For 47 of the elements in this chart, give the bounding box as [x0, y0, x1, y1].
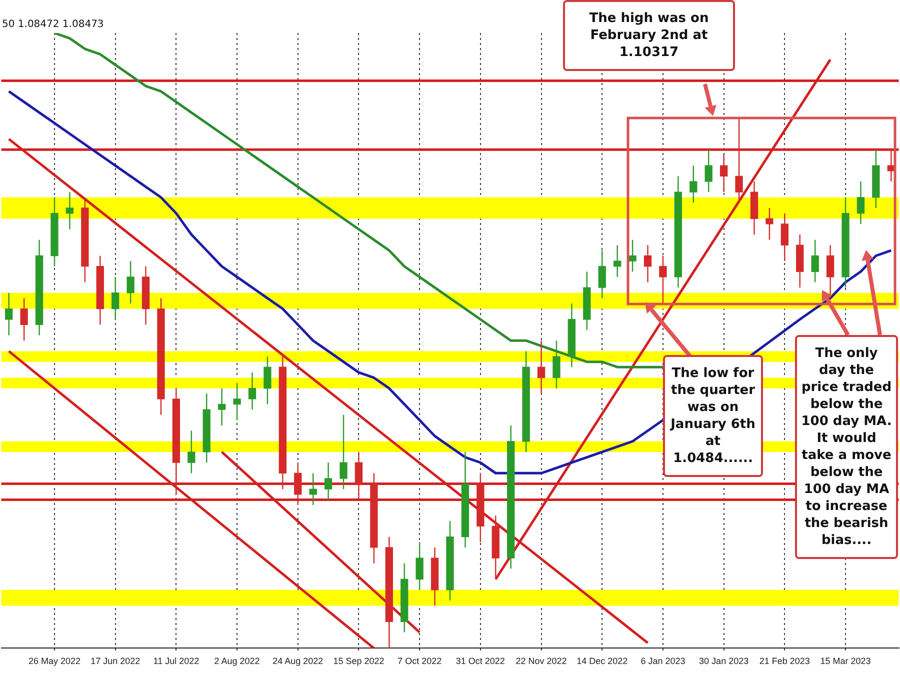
x-tick-label: 2 Aug 2022: [214, 656, 260, 666]
candlestick: [628, 239, 636, 272]
candlestick: [766, 207, 774, 240]
x-tick-label: 14 Dec 2022: [576, 656, 628, 666]
candlestick: [188, 430, 196, 474]
candlestick: [309, 472, 317, 506]
candlestick: [780, 212, 788, 262]
x-tick-label: 15 Mar 2023: [820, 656, 871, 666]
candlestick: [826, 244, 834, 299]
candlestick: [720, 154, 728, 193]
candlestick: [659, 255, 667, 304]
text: The high was on February 2nd at 1.10317: [563, 0, 735, 71]
candlestick: [218, 388, 226, 426]
x-tick-label: 21 Feb 2023: [759, 656, 810, 666]
x-tick-label: 24 Aug 2022: [272, 656, 324, 666]
candlestick: [324, 462, 332, 500]
candlestick: [340, 414, 348, 490]
candlestick: [112, 276, 120, 320]
candlestick: [233, 382, 241, 421]
candlestick: [811, 239, 819, 283]
candlestick: [537, 340, 546, 394]
x-tick-label: 15 Sep 2022: [333, 656, 384, 666]
x-tick-label: 30 Jan 2023: [699, 656, 749, 666]
candlestick: [20, 298, 28, 342]
x-tick-label: 11 Jul 2022: [153, 656, 200, 666]
x-tick-label: 31 Oct 2022: [456, 656, 505, 666]
candlestick: [598, 250, 606, 299]
candlestick: [126, 260, 134, 304]
text: The only day the price traded below the 100 day MA. It would take a move below the 100 day MA to increase the bearish bias....: [801, 346, 892, 548]
candlestick: [644, 244, 652, 283]
candlestick: [248, 372, 256, 410]
text: 50 1.08472 1.08473: [2, 19, 132, 31]
candlestick: [704, 149, 712, 193]
x-tick-label: 22 Nov 2022: [516, 656, 567, 666]
x-tick-label: 26 May 2022: [28, 656, 81, 666]
x-tick-label: 17 Jun 2022: [90, 656, 140, 666]
candlestick: [552, 340, 560, 389]
x-tick-label: 6 Jan 2023: [640, 656, 686, 666]
candlestick: [614, 244, 622, 278]
annotation: The low for the quarter was on January 6th at 1.0484......: [663, 355, 763, 477]
candlestick: [856, 180, 865, 225]
candlestick: [690, 164, 698, 204]
candlestick: [416, 542, 424, 590]
candlestick: [5, 292, 13, 336]
candlestick: [66, 192, 74, 230]
x-tick-label: 7 Oct 2022: [398, 656, 442, 666]
candlestick: [264, 356, 272, 405]
